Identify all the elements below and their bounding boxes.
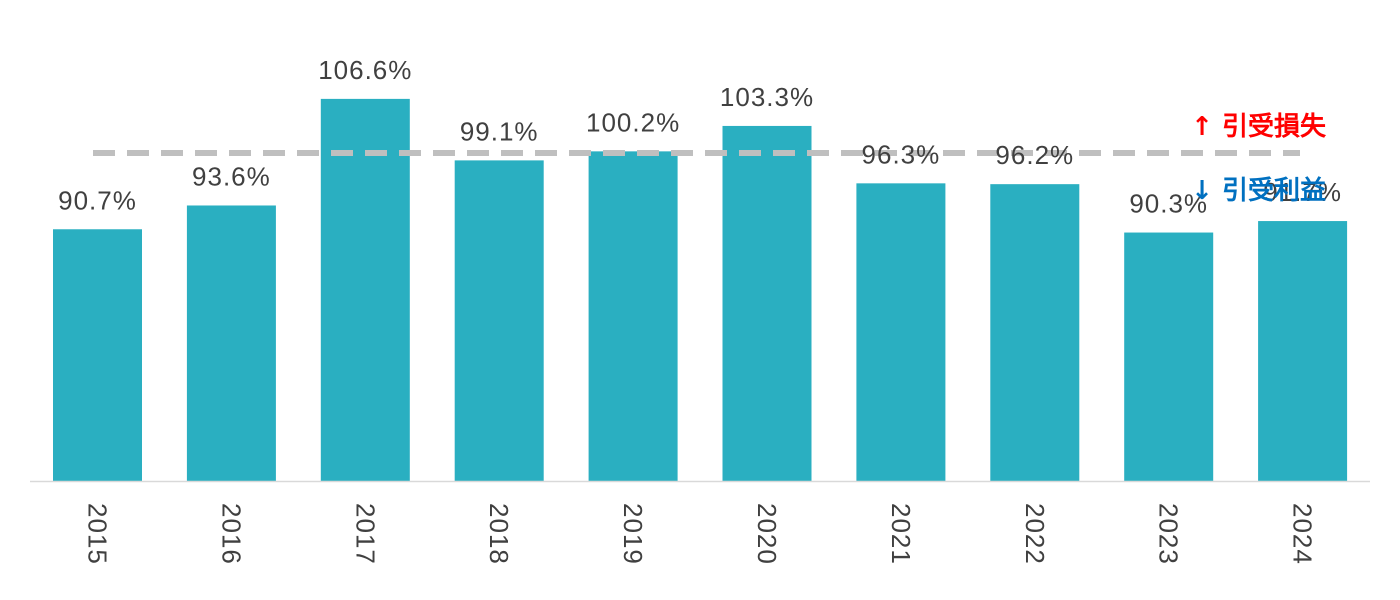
x-tick-2024: 2024 xyxy=(1288,503,1318,565)
x-tick-2015: 2015 xyxy=(83,503,113,565)
bar-2021 xyxy=(856,183,946,481)
bar-2018 xyxy=(454,160,544,481)
bar-2016 xyxy=(186,205,276,482)
value-label-2021: 96.3% xyxy=(862,139,941,169)
bar-2020 xyxy=(722,125,812,481)
value-label-2018: 99.1% xyxy=(460,116,539,146)
x-tick-2016: 2016 xyxy=(216,503,246,565)
x-tick-2020: 2020 xyxy=(752,503,782,565)
annotations-group: ↑ 引受損失 ↓ 引受利益 xyxy=(1191,111,1327,206)
bar-2024 xyxy=(1258,221,1348,481)
x-tick-2019: 2019 xyxy=(618,503,648,565)
bar-2019 xyxy=(588,151,678,482)
bar-2023 xyxy=(1124,232,1214,481)
value-label-2016: 93.6% xyxy=(192,161,271,191)
value-label-2022: 96.2% xyxy=(995,140,1074,170)
x-tick-2017: 2017 xyxy=(350,503,380,565)
x-tick-labels-group: 2015 2016 2017 2018 2019 2020 2021 2022 2023 2024 xyxy=(83,503,1318,565)
value-label-2024: 91.7% xyxy=(1263,177,1342,207)
annotation-profit: ↓ 引受利益 xyxy=(1191,175,1326,206)
annotation-loss: ↑ 引受損失 xyxy=(1191,111,1327,142)
x-tick-2022: 2022 xyxy=(1020,503,1050,565)
x-tick-2018: 2018 xyxy=(484,503,514,565)
bar-2022 xyxy=(990,184,1080,481)
value-label-2015: 90.7% xyxy=(58,185,137,215)
value-label-2023: 90.3% xyxy=(1129,189,1208,219)
value-label-2017: 106.6% xyxy=(318,55,412,85)
x-tick-2021: 2021 xyxy=(886,503,916,565)
value-label-2020: 103.3% xyxy=(720,82,814,112)
x-tick-2023: 2023 xyxy=(1154,503,1184,565)
value-labels-group: 90.7% 93.6% 106.6% 99.1% 100.2% 103.3% 96.3% 96… xyxy=(58,55,1342,219)
bars-group xyxy=(53,98,1348,482)
value-label-2019: 100.2% xyxy=(586,107,680,137)
bar-2015 xyxy=(53,229,142,481)
bar-2017 xyxy=(320,98,410,481)
